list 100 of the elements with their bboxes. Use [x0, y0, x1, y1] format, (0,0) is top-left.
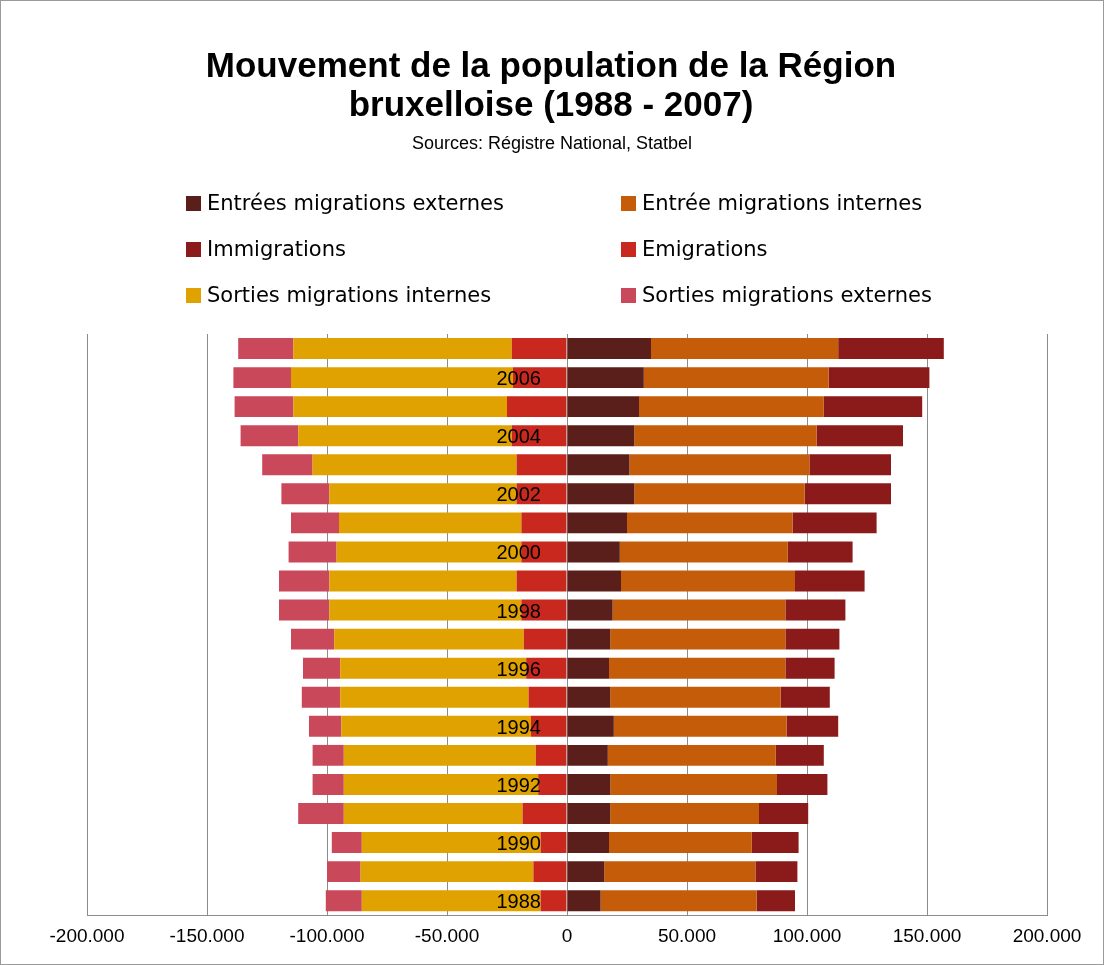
bar	[507, 396, 567, 418]
y-tick-label: 1992	[496, 773, 541, 796]
chart-title: Mouvement de la population de la Région bruxelloise (1988 - 2007)	[204, 45, 898, 123]
bar	[804, 483, 891, 505]
bar	[651, 338, 839, 359]
bar	[567, 744, 608, 766]
bar	[567, 686, 611, 708]
bar	[604, 861, 756, 883]
bar	[325, 890, 362, 912]
bar	[301, 686, 341, 708]
bar	[309, 715, 342, 737]
bar	[828, 367, 930, 389]
bar	[780, 686, 830, 708]
bar	[639, 396, 824, 418]
chart-subtitle: Sources: Régistre National, Statbel	[410, 133, 694, 154]
bar	[567, 715, 614, 737]
bar	[607, 744, 776, 766]
bar	[538, 773, 567, 795]
bar	[291, 512, 339, 534]
bar	[823, 396, 923, 418]
bar	[312, 744, 344, 766]
bar	[567, 454, 630, 476]
bar	[361, 890, 541, 912]
bar	[516, 454, 567, 476]
bar	[331, 832, 362, 854]
bar	[540, 890, 567, 912]
bar	[360, 861, 534, 883]
y-tick-label: 1996	[496, 657, 541, 680]
bar	[533, 861, 567, 883]
bar	[612, 599, 786, 621]
x-tick-label: -200.000	[49, 924, 125, 946]
x-tick-label: -100.000	[289, 924, 365, 946]
bar	[787, 541, 853, 563]
bar	[567, 890, 601, 912]
bar	[809, 454, 891, 476]
bar	[567, 832, 609, 854]
y-tick-label: 1988	[496, 890, 541, 913]
bar	[619, 541, 788, 563]
y-tick-label: 1998	[496, 599, 541, 622]
bar	[343, 773, 539, 795]
bar	[293, 396, 507, 418]
bar	[751, 832, 799, 854]
bar	[528, 686, 567, 708]
bar	[303, 657, 341, 679]
bar	[600, 890, 757, 912]
bar	[234, 396, 294, 418]
bar	[567, 861, 605, 883]
x-tick-label: -150.000	[169, 924, 245, 946]
bar	[775, 744, 824, 766]
bar	[312, 454, 517, 476]
bar	[334, 628, 524, 650]
bar	[522, 803, 567, 824]
x-tick-label: 200.000	[1012, 924, 1082, 946]
y-tick-label: 2000	[496, 541, 541, 564]
x-tick-label: 150.000	[892, 924, 962, 946]
legend-label: Sorties migrations internes	[207, 283, 492, 307]
bar	[516, 570, 567, 592]
bar	[567, 396, 639, 418]
bar	[643, 367, 829, 389]
bar	[567, 483, 635, 505]
bar	[521, 512, 567, 534]
bar	[795, 570, 865, 592]
x-tick-label: 50.000	[657, 924, 717, 946]
bar	[610, 628, 786, 650]
bar	[291, 628, 335, 650]
legend-label: Immigrations	[207, 237, 346, 261]
bar	[567, 570, 621, 592]
bar	[610, 686, 781, 708]
bar	[610, 803, 759, 824]
bar	[777, 773, 828, 795]
bar	[281, 483, 330, 505]
bar	[838, 338, 944, 359]
bar	[567, 599, 613, 621]
bar	[540, 832, 567, 854]
bar	[792, 512, 877, 534]
bar	[343, 803, 523, 824]
bar	[629, 454, 810, 476]
bar	[279, 570, 330, 592]
bar	[511, 338, 567, 359]
y-tick-label: 1990	[496, 832, 541, 855]
bar	[238, 338, 294, 359]
bar	[816, 425, 903, 447]
x-tick-label: 0	[561, 924, 573, 946]
bar	[567, 338, 651, 359]
bar	[627, 512, 793, 534]
legend-label: Entrées migrations externes	[207, 191, 504, 215]
bar	[609, 657, 786, 679]
bar	[233, 367, 291, 389]
bar	[361, 832, 541, 854]
bar	[567, 773, 611, 795]
bar	[755, 861, 798, 883]
bar	[339, 512, 522, 534]
bar	[756, 890, 795, 912]
legend-label: Emigrations	[642, 237, 768, 261]
bar	[567, 512, 627, 534]
bar	[523, 628, 567, 650]
bar	[786, 715, 839, 737]
bar	[634, 483, 805, 505]
bar	[567, 657, 609, 679]
bar	[621, 570, 795, 592]
